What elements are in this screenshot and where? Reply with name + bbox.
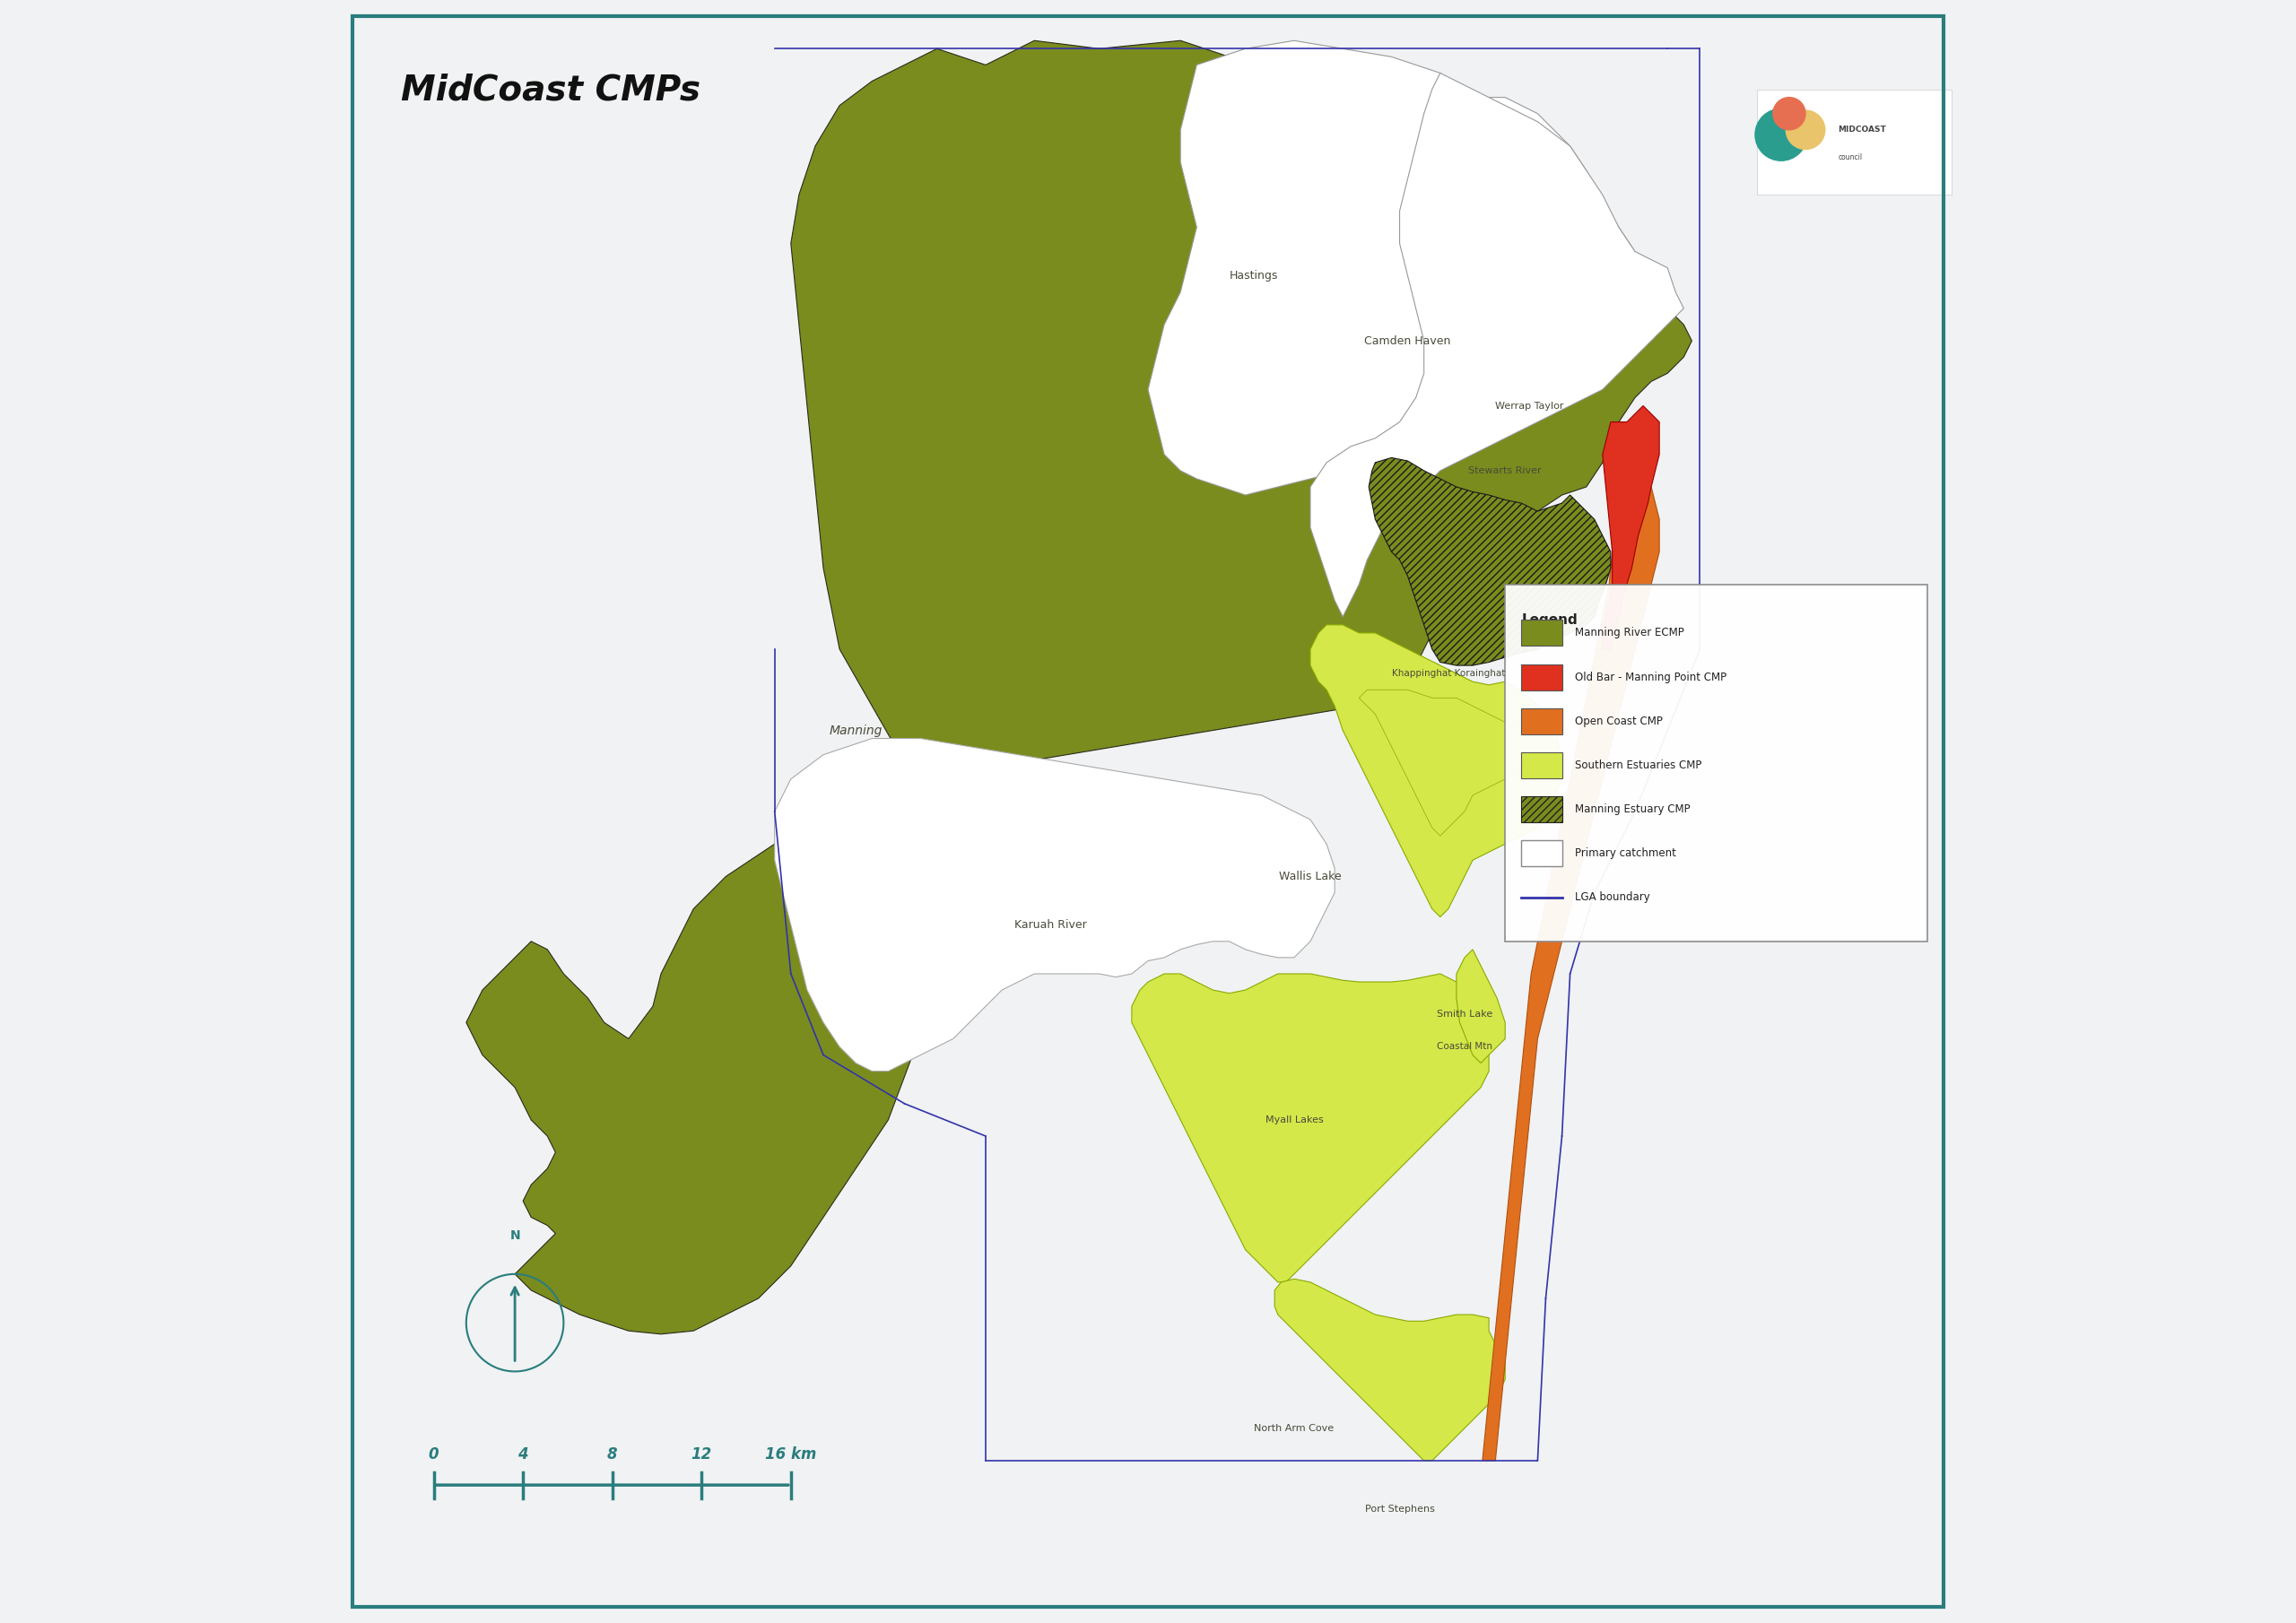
Text: LGA boundary: LGA boundary — [1575, 891, 1651, 902]
Text: Southern Estuaries CMP: Southern Estuaries CMP — [1575, 760, 1701, 771]
Polygon shape — [774, 738, 1334, 1071]
Polygon shape — [1311, 73, 1683, 617]
Text: Werrap Taylor: Werrap Taylor — [1495, 401, 1564, 411]
Polygon shape — [1603, 406, 1660, 649]
Text: Hastings: Hastings — [1228, 269, 1279, 282]
Polygon shape — [1359, 690, 1529, 836]
Text: Manning Estuary CMP: Manning Estuary CMP — [1575, 803, 1690, 815]
Circle shape — [1786, 110, 1825, 149]
Bar — [1522, 620, 1561, 646]
Circle shape — [1754, 109, 1807, 161]
Text: Old Bar - Manning Point CMP: Old Bar - Manning Point CMP — [1575, 672, 1727, 683]
Text: Camden Haven: Camden Haven — [1364, 334, 1451, 347]
Text: Stewarts River: Stewarts River — [1469, 466, 1541, 476]
Bar — [1522, 797, 1561, 823]
Text: Open Coast CMP: Open Coast CMP — [1575, 716, 1662, 727]
Polygon shape — [1148, 41, 1660, 495]
Polygon shape — [1368, 458, 1612, 665]
Polygon shape — [466, 41, 1692, 1334]
Text: Karuah River: Karuah River — [1015, 919, 1086, 932]
Polygon shape — [1132, 974, 1488, 1282]
Text: Khappinghat Korainghat: Khappinghat Korainghat — [1391, 669, 1504, 678]
Circle shape — [1773, 97, 1805, 130]
Text: Legend: Legend — [1522, 613, 1577, 626]
Text: Myall Lakes: Myall Lakes — [1265, 1115, 1322, 1125]
Text: council: council — [1837, 154, 1862, 161]
Text: Primary catchment: Primary catchment — [1575, 847, 1676, 859]
Bar — [1522, 708, 1561, 734]
Bar — [1522, 664, 1561, 690]
Text: MIDCOAST: MIDCOAST — [1837, 127, 1885, 133]
Polygon shape — [1483, 422, 1660, 1461]
Text: Smith Lake: Smith Lake — [1437, 1010, 1492, 1019]
FancyBboxPatch shape — [1756, 89, 1952, 195]
Polygon shape — [1456, 949, 1506, 1063]
Polygon shape — [1311, 625, 1561, 917]
Text: 0: 0 — [429, 1446, 439, 1462]
Text: 12: 12 — [691, 1446, 712, 1462]
Text: N: N — [510, 1229, 521, 1242]
Text: Coastal Mtn: Coastal Mtn — [1437, 1042, 1492, 1052]
Text: 8: 8 — [606, 1446, 618, 1462]
Bar — [1522, 841, 1561, 867]
Polygon shape — [1274, 1279, 1506, 1461]
FancyBboxPatch shape — [1506, 584, 1926, 941]
Text: Wallis Lake: Wallis Lake — [1279, 870, 1341, 883]
Text: 4: 4 — [519, 1446, 528, 1462]
Text: Manning: Manning — [829, 724, 882, 737]
Bar — [1522, 751, 1561, 777]
Text: MidCoast CMPs: MidCoast CMPs — [402, 73, 700, 107]
Text: Manning River ECMP: Manning River ECMP — [1575, 626, 1685, 639]
Text: 16 km: 16 km — [765, 1446, 817, 1462]
Text: Port Stephens: Port Stephens — [1364, 1505, 1435, 1514]
Text: North Arm Cove: North Arm Cove — [1254, 1423, 1334, 1433]
